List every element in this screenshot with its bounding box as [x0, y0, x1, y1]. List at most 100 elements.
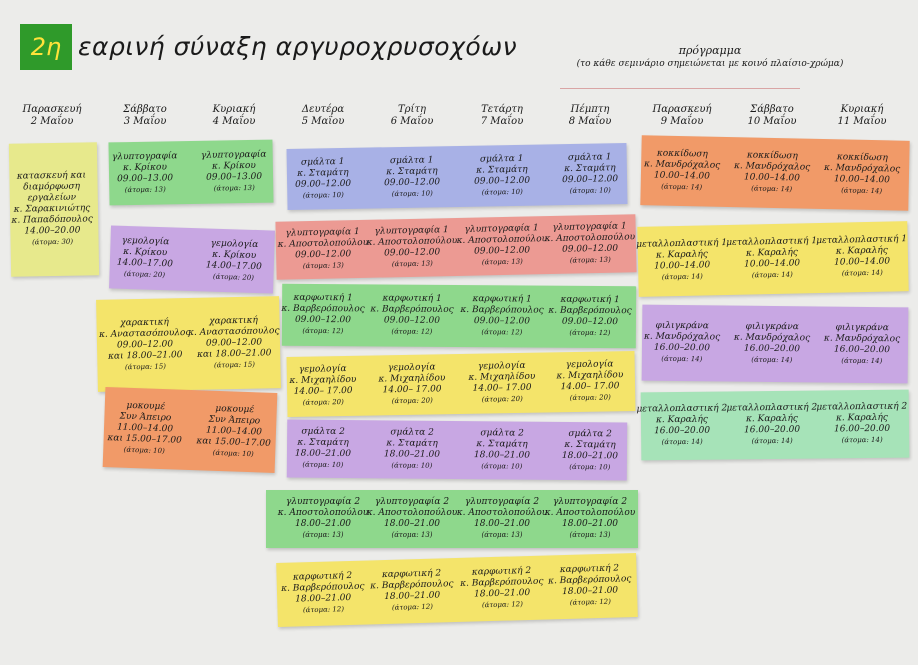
- session-line: γλυπτογραφία 2: [464, 497, 540, 507]
- day-name: Σάββατο: [750, 104, 794, 115]
- capacity-note: (άτομα: 30): [31, 237, 74, 247]
- session-line: σμάλτα 2: [301, 426, 345, 438]
- session-cell: φιλιγκράνα κ. Μανδρόχαλος 16.00–20.00 (άτομ…: [634, 321, 730, 366]
- capacity-note: (άτομα: 12): [569, 597, 612, 607]
- session-cell: σμάλτα 2 κ. Σταμάτη 18.00–21.00 (άτομα: 10): [454, 428, 550, 473]
- session-line: 18.00–21.00: [473, 450, 531, 461]
- session-cell: μεταλλοπλαστική 2 κ. Καραλής 16.00–20.00 (ά…: [634, 403, 730, 448]
- session-line: σμάλτα 2: [568, 428, 612, 440]
- capacity-note: (άτομα: 15): [124, 361, 167, 371]
- session-line: κ. Σταμάτη: [297, 437, 349, 449]
- session-line: κ. Βαρβερόπουλος: [281, 303, 365, 315]
- capacity-note: (άτομα: 20): [302, 398, 344, 407]
- capacity-note: (άτομα: 13): [569, 255, 611, 265]
- capacity-note: (άτομα: 10): [569, 462, 611, 472]
- session-cell: χαρακτική κ. Αναστασόπουλος 09.00–12.00 και…: [185, 315, 282, 372]
- session-cell: φιλιγκράνα κ. Μανδρόχαλος 16.00–20.00 (άτομ…: [814, 322, 910, 367]
- seminar-block: μεταλλοπλαστική 1 κ. Καραλής 10.00–14.00 (ά…: [636, 221, 911, 297]
- session-line: και 18.00–21.00: [107, 349, 183, 362]
- capacity-note: (άτομα: 15): [213, 360, 256, 369]
- session-cell: γλυπτογραφία 2 κ. Αποστολοπούλου 18.00–21.…: [454, 497, 550, 541]
- session-cell: γεμολογία κ. Μιχαηλίδου 14.00– 17.00 (άτομα…: [275, 364, 372, 410]
- capacity-note: (άτομα: 12): [481, 600, 524, 610]
- seminar-block: καρφωτική 1 κ. Βαρβερόπουλος 09.00–12.00 (ά…: [281, 283, 638, 349]
- session-cell: καρφωτική 1 κ. Βαρβερόπουλος 09.00–12.00 (ά…: [542, 295, 638, 340]
- session-line: κ. Αποστολοπούλου: [366, 508, 458, 518]
- day-date: 10 Μαΐου: [747, 116, 797, 127]
- session-line: κ. Μανδρόχαλος: [823, 333, 901, 345]
- capacity-note: (άτομα: 10): [302, 190, 344, 200]
- session-cell: γλυπτογραφία 2 κ. Αποστολοπούλου 18.00–21.…: [364, 497, 460, 541]
- capacity-note: (άτομα: 14): [661, 354, 703, 364]
- session-cell: μοκουμέ Συν Άπειρο 11.00–14.00 και 15.00–17…: [96, 399, 194, 457]
- day-header: Πέμπτη 8 Μαΐου: [545, 104, 635, 128]
- session-cell: φιλιγκράνα κ. Μανδρόχαλος 16.00–20.00 (άτομ…: [724, 321, 820, 366]
- session-line: σμάλτα 2: [480, 428, 524, 439]
- day-header: Σάββατο 10 Μαΐου: [727, 104, 817, 128]
- capacity-note: (άτομα: 20): [569, 393, 611, 403]
- session-line: κ. Βαρβερόπουλος: [548, 305, 632, 317]
- session-line: μεταλλοπλαστική 2: [636, 403, 728, 415]
- day-date: 11 Μαΐου: [837, 116, 887, 127]
- session-cell: γλυπτογραφία κ. Κρίκου 09.00–13.00 (άτομα: …: [186, 149, 283, 195]
- session-line: καρφωτική 1: [382, 293, 442, 304]
- session-cell: γεμολογία κ. Μιχαηλίδου 14.00– 17.00 (άτομα…: [364, 362, 461, 408]
- session-line: κατασκευή και: [16, 170, 87, 182]
- seminar-block: γλυπτογραφία 1 κ. Αποστολοπούλου 09.00–12.…: [275, 214, 637, 280]
- session-cell: καρφωτική 2 κ. Βαρβερόπουλος 18.00–21.00 (ά…: [363, 568, 460, 615]
- session-cell: μεταλλοπλαστική 2 κ. Καραλής 16.00–20.00 (ά…: [724, 403, 820, 448]
- session-line: γλυπτογραφία 2: [374, 497, 450, 507]
- session-cell: καρφωτική 1 κ. Βαρβερόπουλος 09.00–12.00 (ά…: [454, 294, 550, 339]
- capacity-note: (άτομα: 14): [661, 272, 703, 282]
- session-line: κ. Αποστολοπούλου: [456, 508, 548, 518]
- session-cell: μεταλλοπλαστική 1 κ. Καραλής 10.00–14.00 (ά…: [814, 234, 911, 280]
- capacity-note: (άτομα: 13): [302, 531, 344, 539]
- capacity-note: (άτομα: 12): [391, 327, 433, 336]
- seminar-block: σμάλτα 2 κ. Σταμάτη 18.00–21.00 (άτομα: 10)…: [286, 419, 628, 481]
- day-header: Σάββατο 3 Μαΐου: [100, 104, 190, 128]
- session-cell: σμάλτα 1 κ. Σταμάτη 09.00–12.00 (άτομα: 10): [364, 154, 461, 200]
- day-date: 6 Μαΐου: [390, 116, 434, 127]
- capacity-note: (άτομα: 12): [302, 605, 345, 615]
- seminar-block: κοκκίδωση κ. Μανδρόχαλος 10.00–14.00 (άτομα…: [640, 135, 911, 211]
- session-cell: καρφωτική 2 κ. Βαρβερόπουλος 18.00–21.00 (ά…: [453, 565, 550, 612]
- capacity-note: (άτομα: 13): [391, 531, 433, 539]
- session-line: μεταλλοπλαστική 2: [816, 401, 908, 413]
- capacity-note: (άτομα: 10): [481, 462, 523, 471]
- seminar-block: φιλιγκράνα κ. Μανδρόχαλος 16.00–20.00 (άτομ…: [641, 304, 910, 384]
- capacity-note: (άτομα: 13): [302, 261, 344, 271]
- session-line: κ. Μανδρόχαλος: [643, 331, 721, 343]
- seminar-block: κατασκευή και διαμόρφωση εργαλείων κ. Σαρακ…: [8, 142, 100, 277]
- session-cell: κοκκίδωση κ. Μανδρόχαλος 10.00–14.00 (άτομα…: [724, 150, 821, 196]
- page-title: εαρινή σύναξη αργυροχρυσοχόων: [78, 32, 518, 61]
- session-line: κ. Βαρβερόπουλος: [460, 305, 544, 316]
- session-cell: γλυπτογραφία 1 κ. Αποστολοπούλου 09.00–12.…: [364, 225, 461, 271]
- session-line: 09.00–12.00: [473, 316, 531, 327]
- day-date: 4 Μαΐου: [212, 116, 256, 127]
- session-line: κ. Παπαδόπουλος: [11, 214, 93, 226]
- session-cell: κοκκίδωση κ. Μανδρόχαλος 10.00–14.00 (άτομα…: [814, 152, 911, 198]
- day-name: Πέμπτη: [570, 104, 610, 115]
- session-line: 09.00–12.00: [294, 314, 352, 326]
- session-cell: γεμολογία κ. Μιχαηλίδου 14.00– 17.00 (άτομα…: [454, 360, 551, 406]
- session-cell: γλυπτογραφία 2 κ. Αποστολοπούλου 18.00–21.…: [542, 497, 638, 541]
- seminar-block: γεμολογία κ. Κρίκου 14.00–17.00 (άτομα: 20)…: [109, 225, 275, 294]
- capacity-note: (άτομα: 14): [841, 268, 883, 278]
- session-cell: γλυπτογραφία 1 κ. Αποστολοπούλου 09.00–12.…: [275, 227, 372, 273]
- session-line: κ. Σταμάτη: [564, 439, 616, 451]
- day-name: Σάββατο: [123, 104, 167, 115]
- session-line: καρφωτική 1: [560, 294, 620, 306]
- session-cell: κατασκευή και διαμόρφωση εργαλείων κ. Σαρακ…: [3, 170, 100, 249]
- capacity-note: (άτομα: 14): [751, 184, 793, 194]
- capacity-note: (άτομα: 14): [751, 355, 793, 365]
- day-date: 2 Μαΐου: [30, 116, 74, 127]
- capacity-note: (άτομα: 14): [841, 356, 883, 366]
- session-line: γλυπτογραφία 2: [552, 497, 628, 507]
- day-name: Τετάρτη: [481, 104, 523, 115]
- capacity-note: (άτομα: 13): [391, 259, 433, 269]
- session-line: γλυπτογραφία 2: [285, 497, 361, 507]
- day-date: 7 Μαΐου: [480, 116, 524, 127]
- session-cell: καρφωτική 1 κ. Βαρβερόπουλος 09.00–12.00 (ά…: [364, 293, 460, 338]
- session-cell: σμάλτα 1 κ. Σταμάτη 09.00–12.00 (άτομα: 10): [275, 156, 372, 202]
- session-line: 09.00–12.00: [383, 315, 441, 326]
